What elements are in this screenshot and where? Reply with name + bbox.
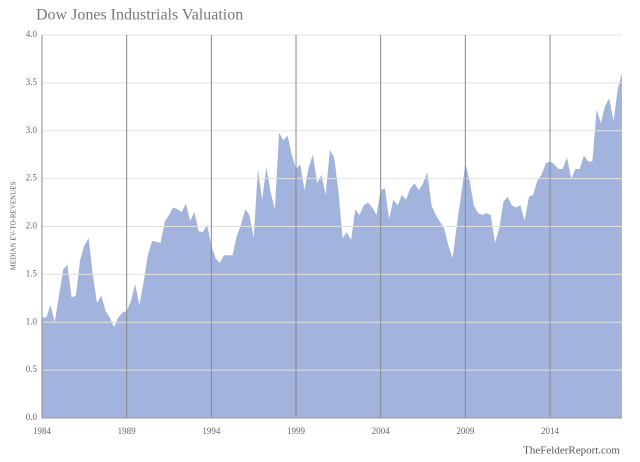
y-tick-label: 2.5 bbox=[26, 173, 38, 183]
y-tick-label: 3.5 bbox=[26, 77, 38, 87]
x-tick-label: 1989 bbox=[118, 426, 137, 436]
y-tick-label: 1.5 bbox=[26, 268, 38, 278]
y-tick-label: 0.5 bbox=[26, 364, 38, 374]
x-tick-label: 2014 bbox=[541, 426, 560, 436]
x-tick-label: 1994 bbox=[202, 426, 221, 436]
area bbox=[42, 73, 622, 419]
x-tick-label: 2004 bbox=[372, 426, 391, 436]
source-label: TheFelderReport.com bbox=[523, 445, 620, 457]
y-tick-label: 2.0 bbox=[26, 221, 38, 231]
chart-title: Dow Jones Industrials Valuation bbox=[36, 7, 243, 24]
y-tick-label: 4.0 bbox=[26, 29, 38, 39]
y-axis-label: MEDIAN EV-TO-REVENUES bbox=[10, 181, 18, 270]
y-tick-label: 3.0 bbox=[26, 125, 38, 135]
y-tick-label: 0.0 bbox=[26, 412, 38, 422]
x-tick-label: 1984 bbox=[33, 426, 52, 436]
y-tick-label: 1.0 bbox=[26, 316, 38, 326]
x-tick-label: 2009 bbox=[456, 426, 475, 436]
x-tick-label: 1999 bbox=[287, 426, 306, 436]
